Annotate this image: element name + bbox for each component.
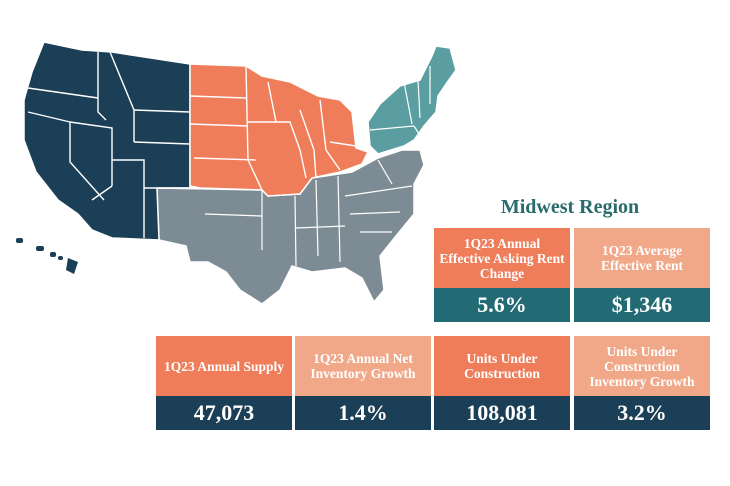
northeast-region <box>367 45 457 155</box>
south-region <box>156 149 425 305</box>
card-label: 1Q23 Annual Net Inventory Growth <box>295 336 431 396</box>
west-region <box>23 41 191 241</box>
card-label: Units Under Construction Inventory Growt… <box>574 336 710 396</box>
card-rent-change: 1Q23 Annual Effective Asking Rent Change… <box>434 228 570 322</box>
card-value: 47,073 <box>156 396 292 430</box>
card-label: 1Q23 Annual Supply <box>156 336 292 396</box>
card-label: 1Q23 Average Effective Rent <box>574 228 710 288</box>
card-average-rent: 1Q23 Average Effective Rent $1,346 <box>574 228 710 322</box>
card-value: 1.4% <box>295 396 431 430</box>
card-value: $1,346 <box>574 288 710 322</box>
region-title: Midwest Region <box>500 196 640 218</box>
hawaii-shape <box>16 238 78 274</box>
card-annual-supply: 1Q23 Annual Supply 47,073 <box>156 336 292 430</box>
card-value: 3.2% <box>574 396 710 430</box>
card-value: 5.6% <box>434 288 570 322</box>
card-label: 1Q23 Annual Effective Asking Rent Change <box>434 228 570 288</box>
card-label: Units Under Construction <box>434 336 570 396</box>
card-inventory-growth: 1Q23 Annual Net Inventory Growth 1.4% <box>295 336 431 430</box>
card-construction-growth: Units Under Construction Inventory Growt… <box>574 336 710 430</box>
card-units-construction: Units Under Construction 108,081 <box>434 336 570 430</box>
card-value: 108,081 <box>434 396 570 430</box>
